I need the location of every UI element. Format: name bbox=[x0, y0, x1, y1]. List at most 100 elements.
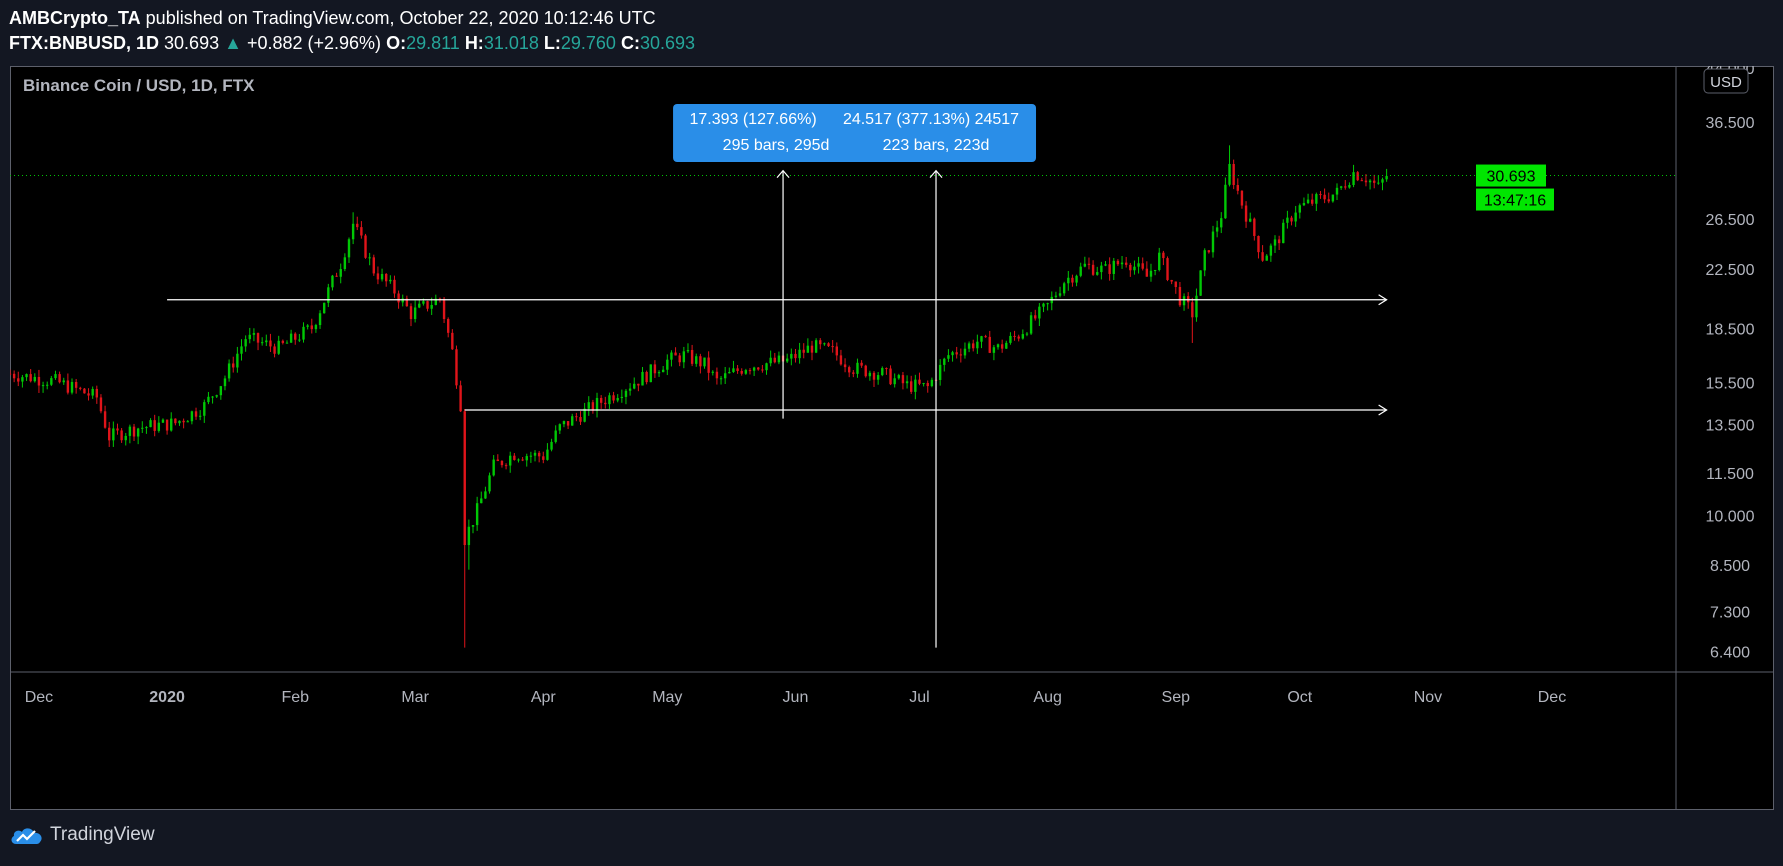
currency-button[interactable]: USD bbox=[1703, 68, 1749, 94]
candle-body bbox=[232, 363, 235, 368]
candle-body bbox=[757, 367, 760, 370]
candle-body bbox=[322, 302, 326, 314]
candle-body bbox=[1046, 303, 1049, 305]
candle-body bbox=[856, 362, 859, 374]
measure-bars-label: 295 bars, 295d bbox=[723, 137, 830, 154]
candle-body bbox=[868, 372, 872, 377]
candle-body bbox=[533, 452, 537, 456]
candle-body bbox=[1290, 217, 1293, 222]
candle-body bbox=[633, 383, 636, 389]
candle-body bbox=[550, 441, 553, 450]
candle-body bbox=[608, 395, 611, 405]
candle-body bbox=[1000, 344, 1004, 349]
candle-body bbox=[579, 417, 582, 422]
candle-body bbox=[831, 346, 834, 348]
time-tick-label: Dec bbox=[1538, 689, 1566, 706]
price-axis[interactable]: 6.400 7.300 8.500 10.000 11.500 13.500 15.500 1… bbox=[1706, 66, 1755, 661]
candle-body bbox=[1220, 218, 1223, 228]
candle-body bbox=[1178, 287, 1182, 306]
candle-body bbox=[1253, 218, 1256, 236]
author-name[interactable]: AMBCrypto_TA bbox=[9, 8, 141, 28]
candle-body bbox=[17, 378, 20, 382]
price-tick-label: 36.500 bbox=[1706, 115, 1755, 132]
price-change: +0.882 (+2.96%) bbox=[246, 33, 382, 53]
candle-body bbox=[736, 368, 739, 371]
time-axis[interactable]: Dec 2020 Feb Mar Apr May Jun Jul Aug Sep Oct Nov Dec bbox=[25, 689, 1566, 706]
candle-body bbox=[504, 465, 508, 467]
candle-body bbox=[719, 378, 723, 380]
time-tick-label: May bbox=[652, 689, 682, 706]
candle-body bbox=[1083, 263, 1087, 267]
candle-body bbox=[922, 383, 925, 385]
candle-body bbox=[889, 368, 892, 385]
candle-body bbox=[806, 345, 810, 353]
tradingview-logo[interactable]: TradingView bbox=[10, 824, 155, 846]
candle-body bbox=[1199, 270, 1202, 296]
candle-body bbox=[244, 339, 247, 347]
candle-body bbox=[752, 367, 756, 371]
candle-body bbox=[211, 396, 214, 398]
candle-body bbox=[79, 387, 82, 389]
candle-body bbox=[1104, 264, 1107, 266]
candle-body bbox=[467, 526, 471, 546]
candle-body bbox=[153, 420, 156, 431]
last-price-tag-label: 30.693 bbox=[1487, 169, 1536, 186]
publish-text: published on TradingView.com, October 22… bbox=[140, 8, 656, 28]
candle-body bbox=[930, 379, 934, 387]
candle-body bbox=[674, 352, 677, 356]
candle-body bbox=[637, 383, 640, 386]
candle-body bbox=[356, 223, 359, 228]
candle-body bbox=[802, 349, 805, 353]
tradingview-cloud-icon bbox=[11, 828, 42, 844]
candle-body bbox=[277, 340, 280, 354]
candle-body bbox=[910, 381, 913, 392]
candle-body bbox=[25, 374, 28, 378]
candle-body bbox=[1215, 227, 1219, 232]
candle-body bbox=[1034, 315, 1037, 319]
candle-body bbox=[1240, 190, 1244, 206]
candle-body bbox=[992, 347, 996, 353]
candle-body bbox=[740, 370, 743, 374]
candle-body bbox=[252, 333, 256, 335]
candle-body bbox=[620, 396, 624, 399]
candle-body bbox=[1129, 264, 1132, 271]
candle-body bbox=[306, 325, 309, 327]
price-tick-label: 11.500 bbox=[1706, 466, 1754, 483]
candle-body bbox=[1257, 235, 1260, 253]
candle-body bbox=[405, 298, 409, 307]
candle-body bbox=[120, 430, 123, 441]
candle-body bbox=[901, 375, 905, 384]
candle-body bbox=[761, 369, 764, 371]
candle-body bbox=[203, 402, 206, 416]
candle-body bbox=[418, 303, 421, 308]
candle-body bbox=[1021, 334, 1025, 339]
price-tick-label: 6.400 bbox=[1710, 644, 1750, 661]
candle-body bbox=[99, 397, 103, 412]
candle-body bbox=[194, 411, 198, 417]
price-tick-label: 10.000 bbox=[1706, 509, 1755, 526]
candle-body bbox=[240, 346, 243, 354]
candle-body bbox=[442, 298, 446, 320]
candle-body bbox=[1062, 283, 1066, 294]
candle-body bbox=[1141, 263, 1144, 269]
candle-body bbox=[628, 388, 632, 391]
candle-body bbox=[777, 355, 781, 363]
ray-arrow-icon bbox=[1378, 294, 1388, 306]
price-chart[interactable]: Binance Coin / USD, 1D, FTX 30.693 13:47:… bbox=[10, 66, 1774, 810]
price-tick-label: 13.500 bbox=[1706, 417, 1755, 434]
candle-body bbox=[112, 428, 115, 441]
candle-body bbox=[591, 402, 595, 411]
price-tick-label: 26.500 bbox=[1706, 212, 1755, 229]
candle-body bbox=[905, 381, 909, 384]
candle-body bbox=[1306, 199, 1310, 204]
candle-body bbox=[422, 301, 425, 304]
measure-label-box bbox=[673, 104, 834, 162]
axis-divider bbox=[10, 66, 1774, 810]
candle-body bbox=[413, 307, 417, 320]
candle-body bbox=[430, 304, 433, 309]
candle-body bbox=[46, 384, 49, 386]
candle-body bbox=[938, 364, 942, 380]
candle-body bbox=[198, 415, 202, 417]
candle-body bbox=[170, 418, 173, 431]
candle-body bbox=[682, 351, 686, 363]
